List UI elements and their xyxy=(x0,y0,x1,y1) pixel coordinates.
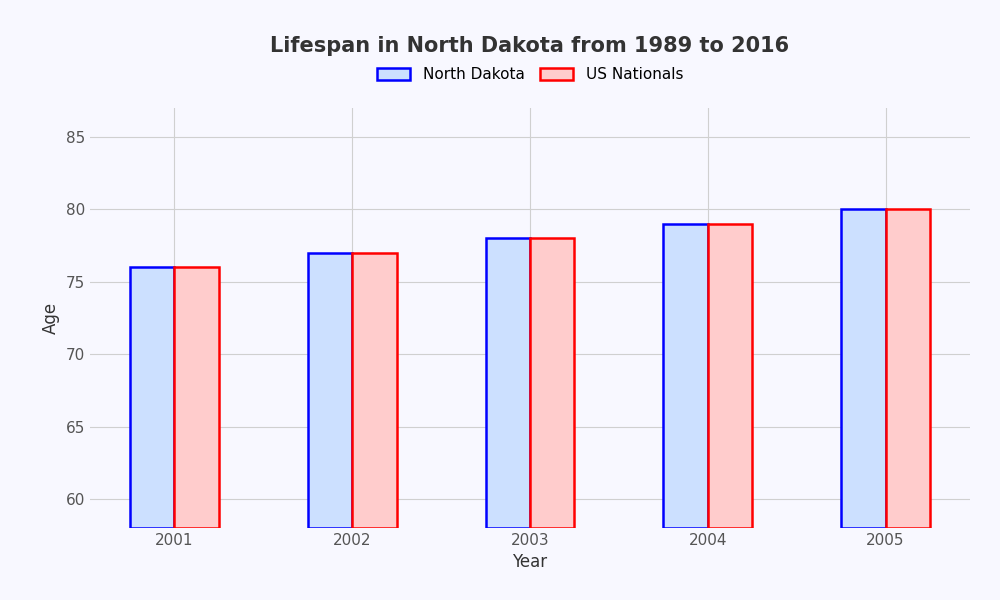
Bar xyxy=(308,253,352,528)
Bar xyxy=(886,209,930,528)
Y-axis label: Age: Age xyxy=(42,302,60,334)
Bar xyxy=(663,224,708,528)
Bar xyxy=(130,268,174,528)
Legend: North Dakota, US Nationals: North Dakota, US Nationals xyxy=(371,61,689,88)
Bar xyxy=(530,238,574,528)
Bar xyxy=(708,224,752,528)
Title: Lifespan in North Dakota from 1989 to 2016: Lifespan in North Dakota from 1989 to 20… xyxy=(270,37,790,56)
Bar xyxy=(174,268,219,528)
Bar xyxy=(352,253,397,528)
Bar xyxy=(841,209,886,528)
Bar xyxy=(486,238,530,528)
X-axis label: Year: Year xyxy=(512,553,548,571)
